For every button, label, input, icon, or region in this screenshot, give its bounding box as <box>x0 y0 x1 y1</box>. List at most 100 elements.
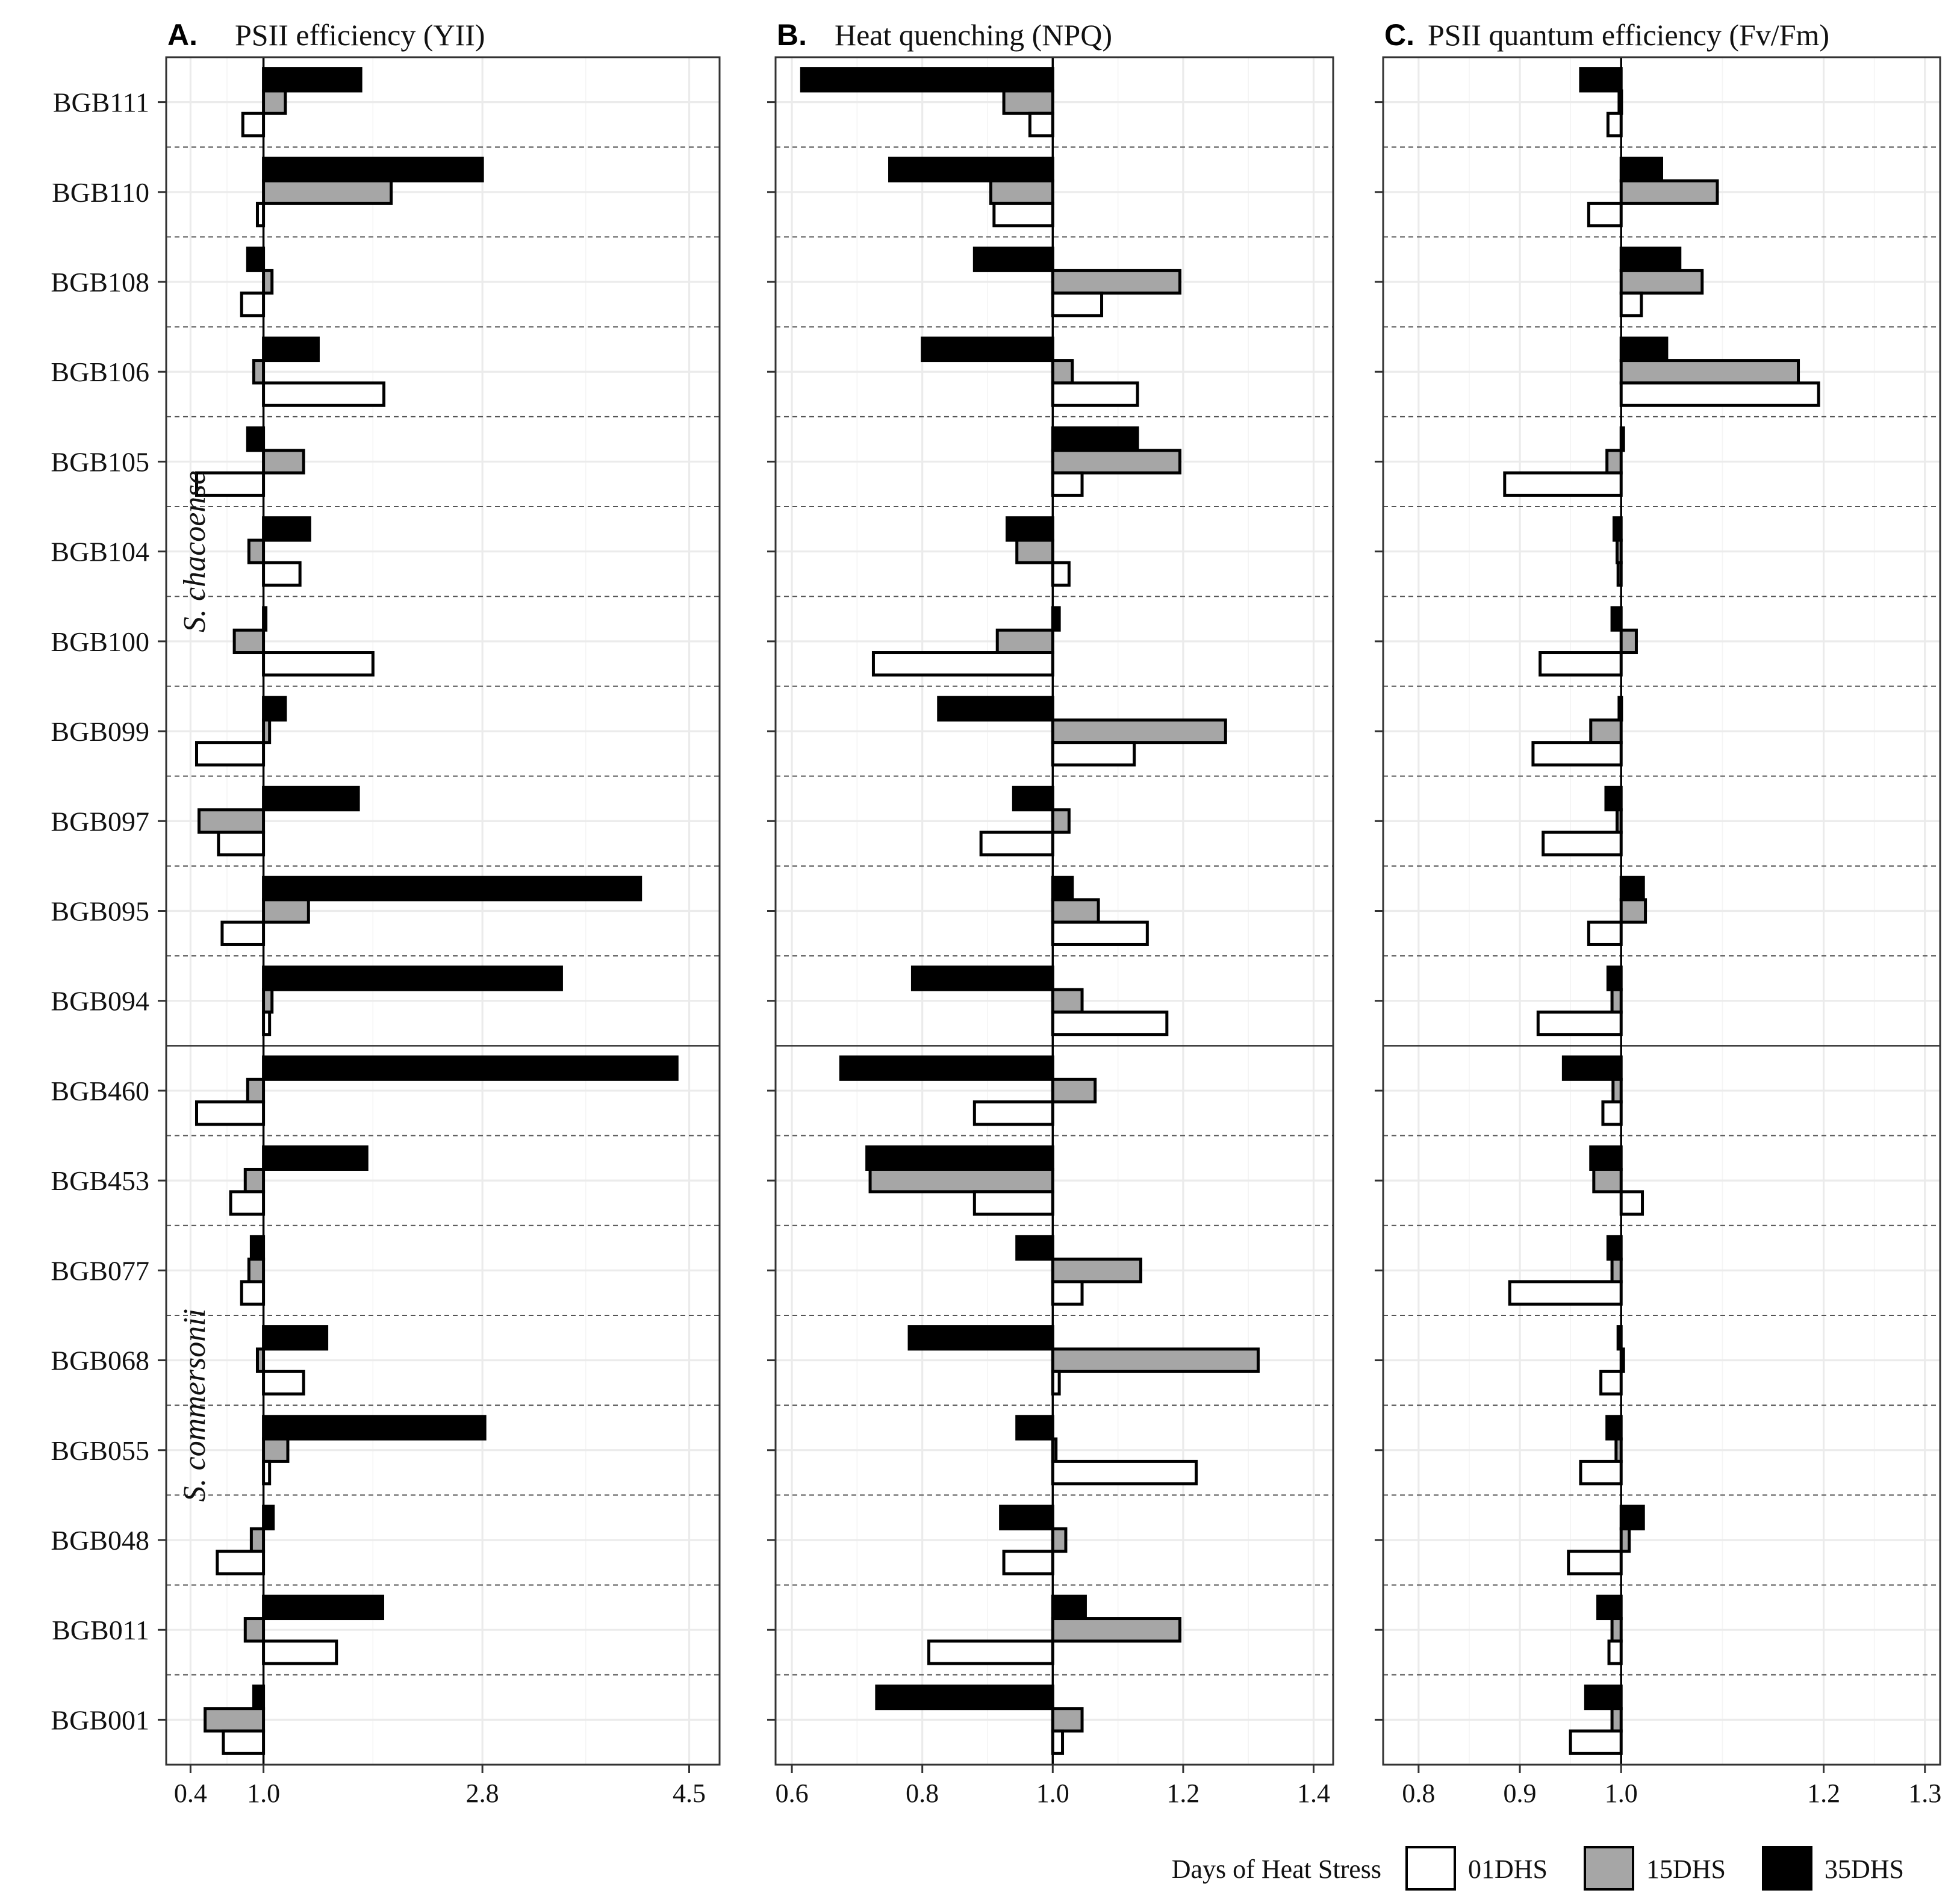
panel-title: PSII quantum efficiency (Fv/Fm) <box>1428 18 1829 52</box>
bar-15dhs-bgb097 <box>1051 808 1071 834</box>
category-label: BGB100 <box>51 626 149 657</box>
bar-35dhs-bgb011 <box>1596 1594 1623 1621</box>
bar-35dhs-bgb453 <box>262 1145 369 1171</box>
bar-01dhs-bgb453 <box>229 1190 266 1216</box>
bar-15dhs-bgb110 <box>989 179 1054 205</box>
category-label: BGB104 <box>51 537 149 567</box>
bar-15dhs-bgb460 <box>1611 1077 1623 1104</box>
bar-35dhs-bgb011 <box>1051 1594 1087 1621</box>
x-tick-label: 0.4 <box>174 1779 207 1808</box>
bar-35dhs-bgb001 <box>252 1684 266 1710</box>
bar-15dhs-bgb110 <box>262 179 393 205</box>
x-tick-label: 4.5 <box>673 1779 706 1808</box>
bar-35dhs-bgb099 <box>937 696 1054 722</box>
bar-01dhs-bgb099 <box>1531 741 1623 767</box>
bar-15dhs-bgb104 <box>247 538 266 564</box>
category-label: BGB011 <box>52 1615 149 1645</box>
bar-15dhs-bgb001 <box>1610 1707 1623 1733</box>
bar-15dhs-bgb110 <box>1619 179 1719 205</box>
x-tick-label: 0.8 <box>906 1779 939 1808</box>
bar-35dhs-bgb111 <box>1579 67 1623 93</box>
bar-01dhs-bgb011 <box>262 1639 338 1665</box>
bar-35dhs-bgb104 <box>262 516 311 542</box>
x-tick-label: 2.8 <box>466 1779 499 1808</box>
bar-35dhs-bgb094 <box>910 965 1054 991</box>
bar-35dhs-bgb110 <box>262 157 484 182</box>
bar-15dhs-bgb111 <box>1002 89 1054 115</box>
bar-01dhs-bgb106 <box>1619 381 1820 407</box>
bar-01dhs-bgb105 <box>194 471 266 497</box>
bar-35dhs-bgb104 <box>1005 516 1054 542</box>
bar-35dhs-bgb111 <box>800 67 1054 93</box>
bar-15dhs-bgb001 <box>204 1707 266 1733</box>
bar-35dhs-bgb055 <box>1605 1415 1623 1441</box>
panel-b: 0.6 0.8 1.0 1.2 1.4 B. Heat quenching (NPQ) <box>767 18 1334 1808</box>
species-labels: S. chacoense S. commersonii <box>178 470 212 1501</box>
bar-01dhs-bgb068 <box>262 1370 305 1396</box>
bar-15dhs-bgb097 <box>198 808 266 834</box>
bar-01dhs-bgb100 <box>871 651 1054 677</box>
bar-15dhs-bgb001 <box>1051 1707 1084 1733</box>
bar-01dhs-bgb095 <box>1587 920 1623 946</box>
x-tick-label: 0.9 <box>1504 1779 1537 1808</box>
panel-title: PSII efficiency (YII) <box>235 18 485 52</box>
bar-01dhs-bgb108 <box>240 292 266 317</box>
panel-a: 0.4 1.0 2.8 4.5 A. PSII efficiency (YII) <box>158 18 721 1808</box>
bar-15dhs-bgb048 <box>1619 1527 1631 1553</box>
bar-15dhs-bgb108 <box>262 269 274 295</box>
bar-01dhs-bgb111 <box>241 111 266 138</box>
bar-01dhs-bgb097 <box>979 831 1054 856</box>
bar-35dhs-bgb068 <box>907 1325 1054 1351</box>
x-tick-label: 0.8 <box>1402 1779 1435 1808</box>
bar-35dhs-bgb094 <box>1606 965 1623 991</box>
bar-15dhs-bgb105 <box>262 449 305 475</box>
bar-35dhs-bgb094 <box>262 965 563 991</box>
legend-swatch-35dhs <box>1762 1846 1812 1891</box>
category-label: BGB460 <box>51 1076 149 1106</box>
bar-01dhs-bgb453 <box>972 1190 1054 1216</box>
category-label: BGB068 <box>51 1345 149 1376</box>
category-label: BGB110 <box>52 177 149 208</box>
bar-15dhs-bgb106 <box>252 359 266 385</box>
category-label: BGB055 <box>51 1435 149 1466</box>
legend-label: 01DHS <box>1468 1854 1548 1884</box>
bar-15dhs-bgb011 <box>243 1617 266 1643</box>
bar-01dhs-bgb453 <box>1619 1190 1644 1216</box>
bar-15dhs-bgb095 <box>1619 898 1647 924</box>
bar-35dhs-bgb108 <box>246 246 266 272</box>
bar-01dhs-bgb106 <box>262 381 386 407</box>
bar-15dhs-bgb453 <box>243 1167 266 1194</box>
bar-15dhs-bgb095 <box>262 898 310 924</box>
bar-35dhs-bgb100 <box>1610 606 1623 632</box>
bar-35dhs-bgb095 <box>1051 876 1074 902</box>
bar-01dhs-bgb068 <box>1599 1370 1623 1396</box>
x-tick-label: 1.2 <box>1166 1779 1199 1808</box>
bar-15dhs-bgb048 <box>1051 1527 1068 1553</box>
bar-35dhs-bgb460 <box>262 1055 679 1081</box>
bar-15dhs-bgb068 <box>1051 1347 1260 1373</box>
bar-15dhs-bgb099 <box>1051 718 1227 744</box>
category-label: BGB105 <box>51 446 149 477</box>
bar-15dhs-bgb453 <box>1592 1167 1623 1194</box>
bar-15dhs-bgb453 <box>868 1167 1054 1194</box>
bar-01dhs-bgb100 <box>262 651 375 677</box>
bar-01dhs-bgb099 <box>194 741 266 767</box>
panel-letter: C. <box>1384 18 1414 52</box>
category-label: BGB108 <box>51 267 149 298</box>
bar-15dhs-bgb460 <box>1051 1077 1097 1104</box>
bar-35dhs-bgb048 <box>262 1504 275 1530</box>
bar-01dhs-bgb011 <box>1607 1639 1623 1665</box>
x-tick-label: 1.0 <box>247 1779 280 1808</box>
bar-01dhs-bgb108 <box>1619 292 1643 317</box>
bar-01dhs-bgb108 <box>1051 292 1104 317</box>
bar-35dhs-bgb460 <box>839 1055 1054 1081</box>
bar-35dhs-bgb104 <box>1612 516 1623 542</box>
bar-35dhs-bgb099 <box>262 696 287 722</box>
bar-35dhs-bgb068 <box>262 1325 329 1351</box>
bar-01dhs-bgb077 <box>1508 1280 1623 1306</box>
category-label: BGB453 <box>51 1165 149 1196</box>
bar-15dhs-bgb055 <box>262 1437 290 1463</box>
bar-01dhs-bgb105 <box>1503 471 1623 497</box>
species-group-label: S. commersonii <box>178 1309 212 1502</box>
